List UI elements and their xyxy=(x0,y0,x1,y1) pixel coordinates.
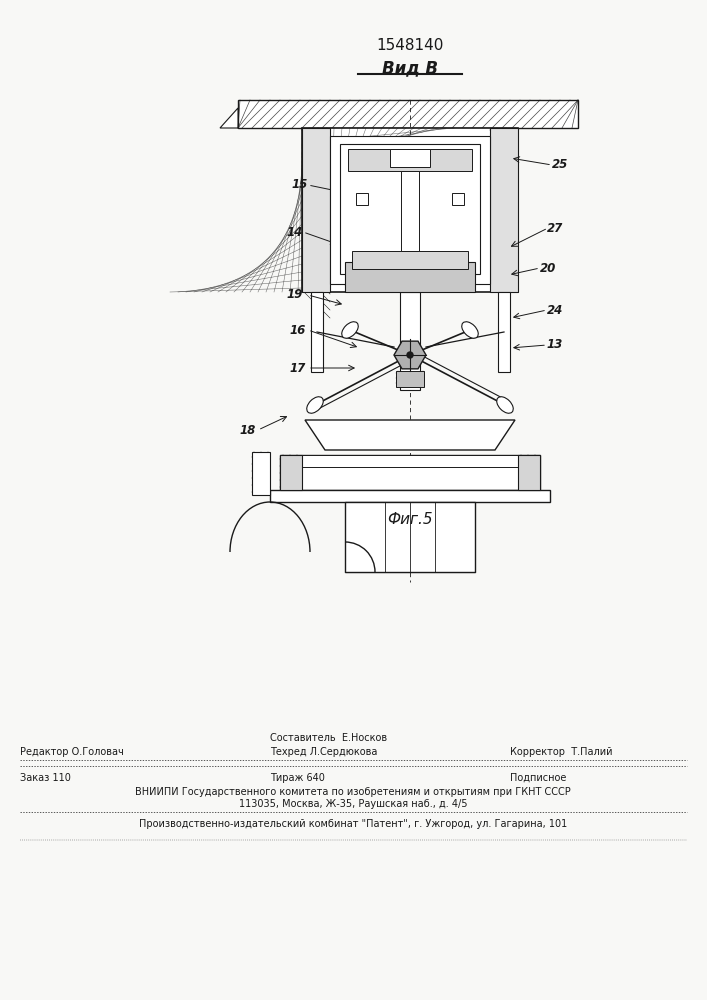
Text: Заказ 110: Заказ 110 xyxy=(20,773,71,783)
Bar xyxy=(280,455,540,490)
Bar xyxy=(490,128,518,292)
Bar xyxy=(390,149,430,167)
Bar xyxy=(396,371,424,387)
Bar xyxy=(400,292,420,390)
Text: 20: 20 xyxy=(540,261,556,274)
Text: 113035, Москва, Ж-35, Раушская наб., д. 4/5: 113035, Москва, Ж-35, Раушская наб., д. … xyxy=(239,799,467,809)
Bar xyxy=(356,193,368,205)
Ellipse shape xyxy=(462,322,478,338)
Text: Корректор  Т.Палий: Корректор Т.Палий xyxy=(510,747,612,757)
Bar xyxy=(348,149,472,171)
Text: Подписное: Подписное xyxy=(510,773,566,783)
Bar xyxy=(295,455,525,467)
Text: 1548140: 1548140 xyxy=(376,37,444,52)
Polygon shape xyxy=(220,108,238,128)
Ellipse shape xyxy=(307,397,323,413)
Polygon shape xyxy=(394,341,426,369)
Text: 17: 17 xyxy=(290,361,306,374)
Ellipse shape xyxy=(497,397,513,413)
Text: Фиг.5: Фиг.5 xyxy=(387,512,433,528)
Bar xyxy=(252,452,270,495)
Text: Редактор О.Головач: Редактор О.Головач xyxy=(20,747,124,757)
Text: ВНИИПИ Государственного комитета по изобретениям и открытиям при ГКНТ СССР: ВНИИПИ Государственного комитета по изоб… xyxy=(135,787,571,797)
Text: 25: 25 xyxy=(552,158,568,172)
Bar xyxy=(401,171,419,251)
Bar xyxy=(302,128,330,292)
Bar xyxy=(352,251,468,269)
Text: 14: 14 xyxy=(287,226,303,238)
Bar xyxy=(345,262,475,292)
Bar xyxy=(498,292,510,372)
Text: 18: 18 xyxy=(240,424,256,436)
Bar xyxy=(238,100,578,128)
Polygon shape xyxy=(305,420,515,450)
Bar xyxy=(340,144,480,274)
Text: 13: 13 xyxy=(547,338,563,352)
Bar xyxy=(345,502,475,572)
Bar xyxy=(311,292,323,372)
Text: 24: 24 xyxy=(547,304,563,316)
Text: 27: 27 xyxy=(547,222,563,234)
Text: 19: 19 xyxy=(287,288,303,302)
Text: Вид В: Вид В xyxy=(382,59,438,77)
Text: 15: 15 xyxy=(292,178,308,192)
Bar xyxy=(302,128,518,292)
Text: Производственно-издательский комбинат "Патент", г. Ужгород, ул. Гагарина, 101: Производственно-издательский комбинат "П… xyxy=(139,819,567,829)
Circle shape xyxy=(407,352,413,358)
Bar xyxy=(330,136,490,284)
Bar xyxy=(452,193,464,205)
Bar xyxy=(270,490,550,502)
Text: 16: 16 xyxy=(290,324,306,336)
Text: Составитель  Е.Носков: Составитель Е.Носков xyxy=(270,733,387,743)
Text: Тираж 640: Тираж 640 xyxy=(270,773,325,783)
Ellipse shape xyxy=(341,322,358,338)
Bar xyxy=(280,455,302,490)
Text: Техред Л.Сердюкова: Техред Л.Сердюкова xyxy=(270,747,378,757)
Bar xyxy=(518,455,540,490)
